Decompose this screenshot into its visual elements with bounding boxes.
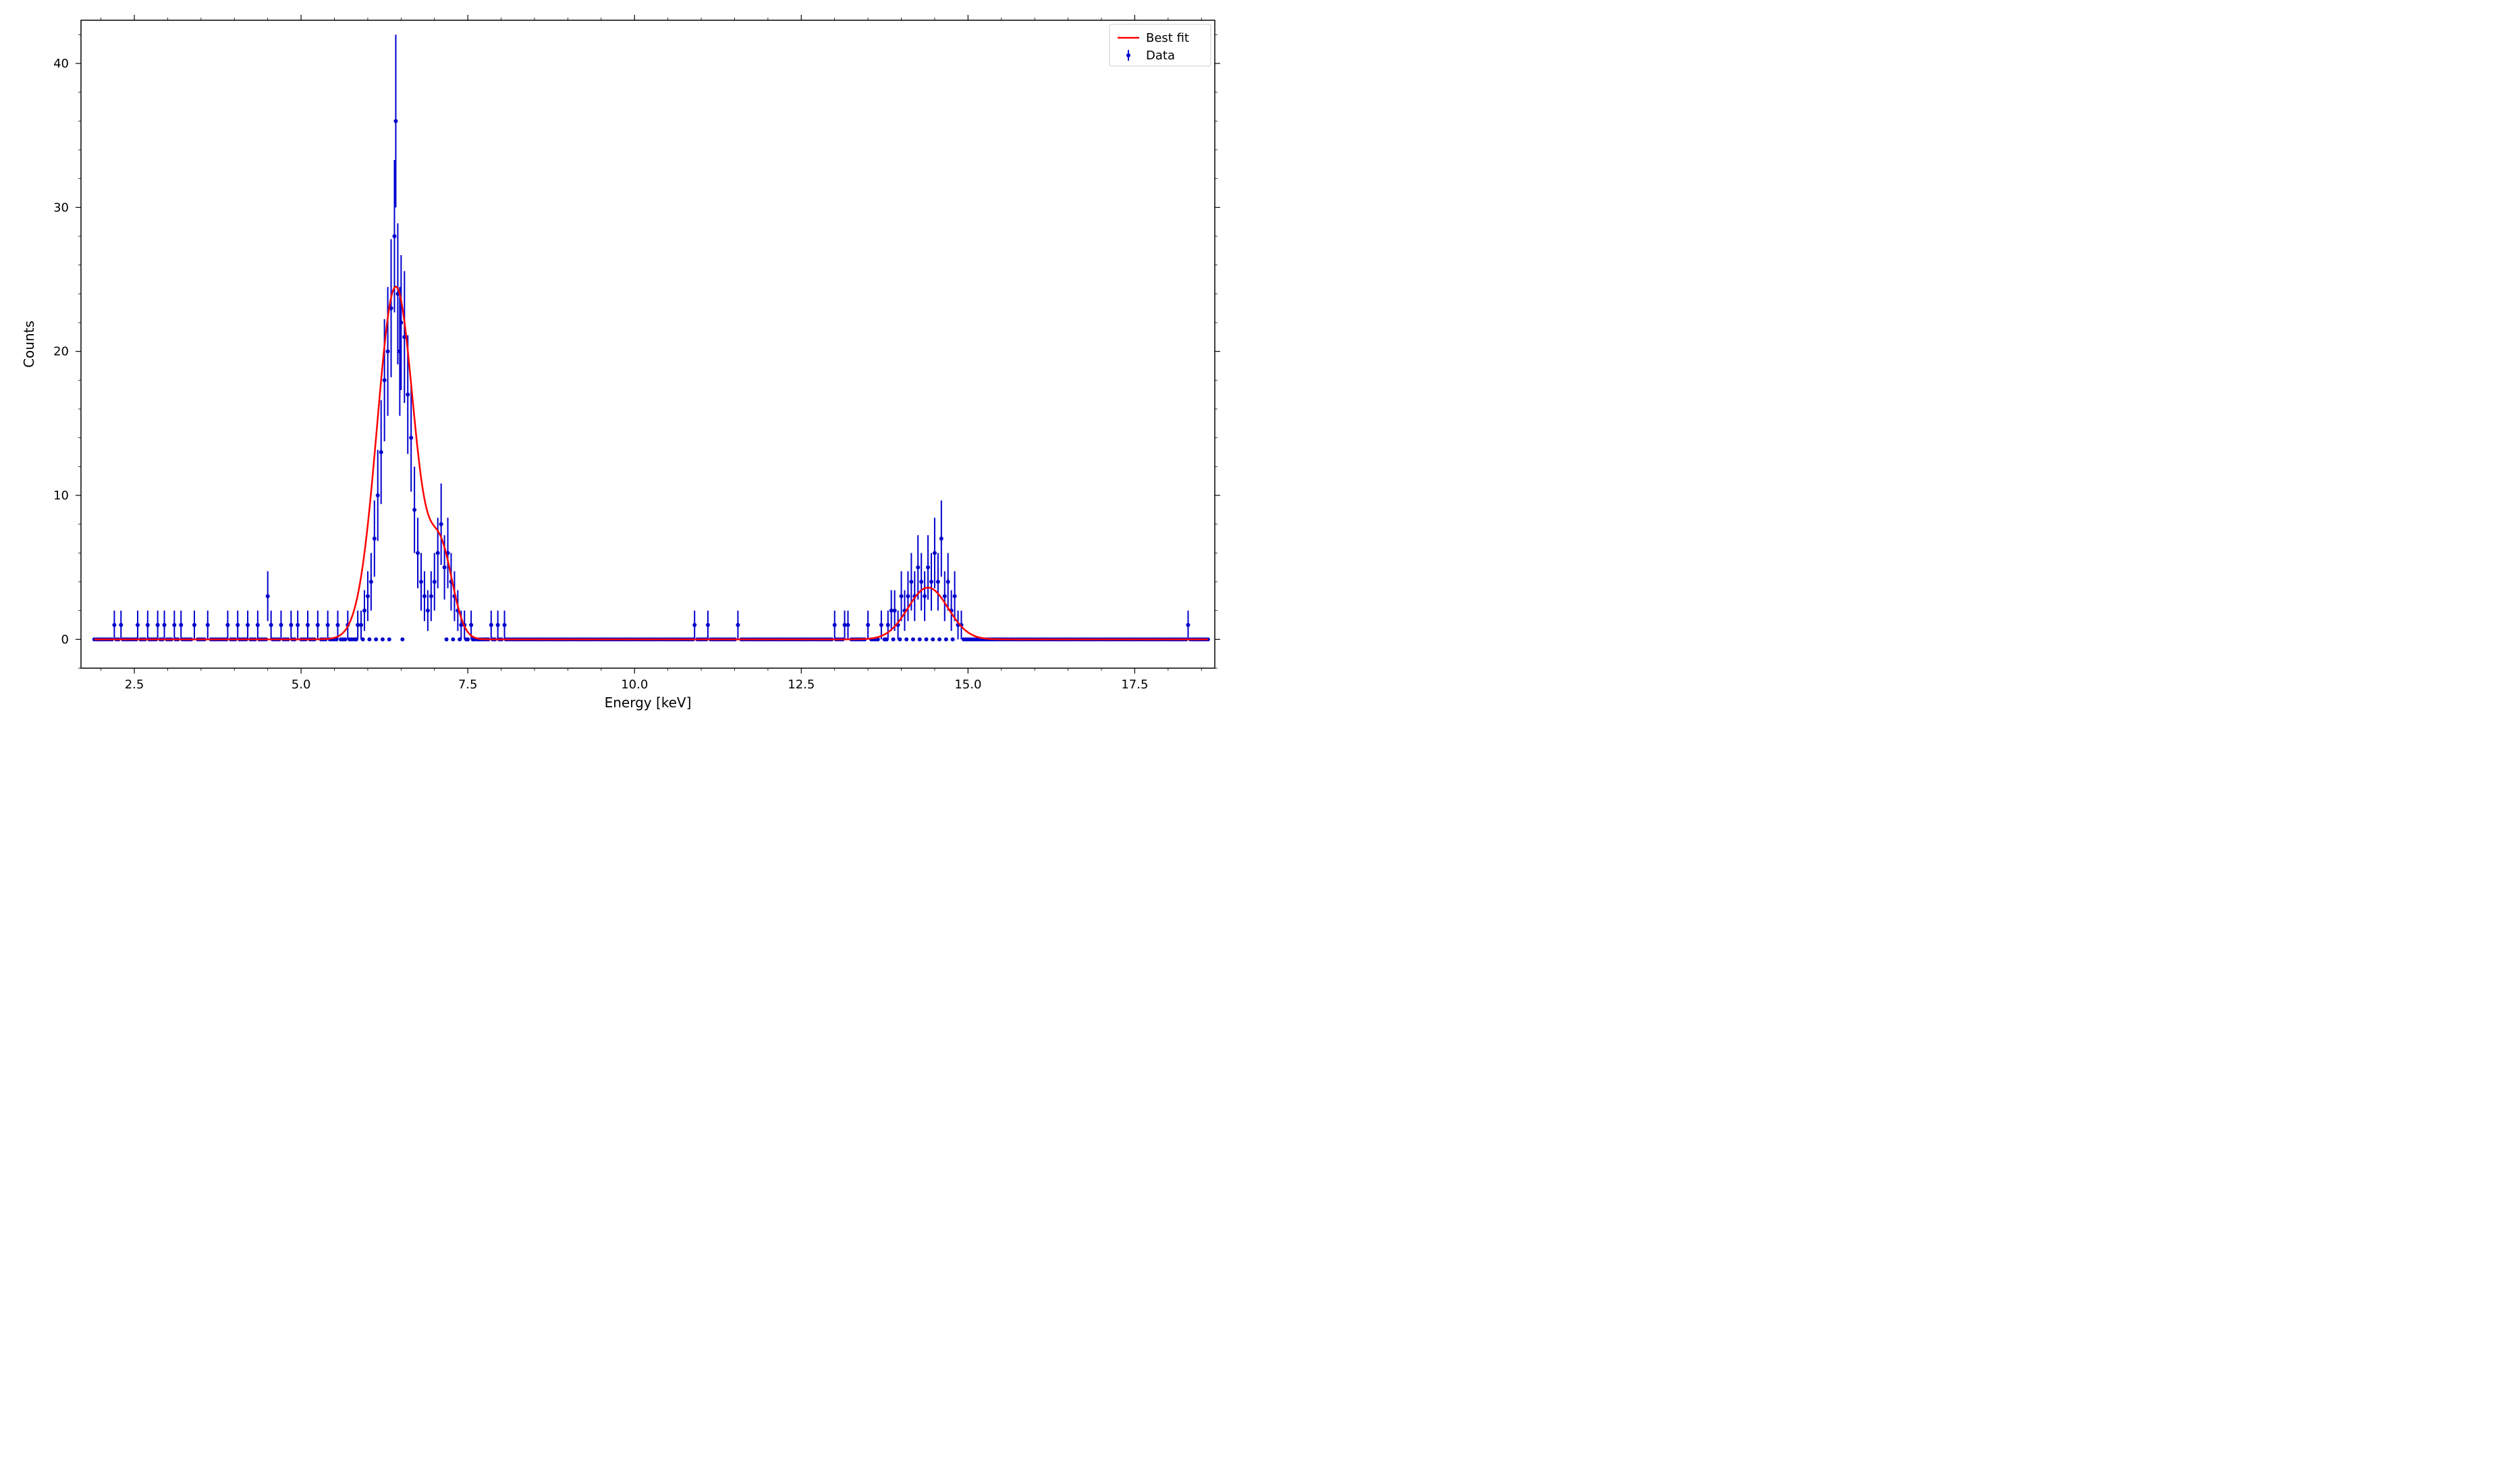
xtick-label: 12.5 (788, 678, 815, 692)
xtick-label: 7.5 (458, 678, 478, 692)
x-axis-label: Energy [keV] (605, 694, 692, 711)
spectrum-chart: 2.5 5.0 7.5 10.0 12.5 15.0 17.5 Energy [keV] 0 10… (0, 0, 1260, 737)
xtick-label: 17.5 (1121, 678, 1148, 692)
xtick-label: 5.0 (292, 678, 311, 692)
ytick-label: 40 (53, 57, 69, 71)
legend-label: Data (1146, 49, 1175, 63)
ytick-label: 0 (61, 632, 69, 647)
ytick-label: 20 (53, 345, 69, 359)
ytick-label: 30 (53, 200, 69, 215)
xtick-label: 2.5 (125, 678, 144, 692)
y-axis-label: Counts (21, 321, 37, 368)
ytick-label: 10 (53, 489, 69, 503)
legend: Best fit Data (1110, 24, 1211, 66)
xtick-label: 15.0 (954, 678, 981, 692)
legend-label: Best fit (1146, 31, 1189, 45)
xtick-label: 10.0 (621, 678, 648, 692)
chart-svg: 2.5 5.0 7.5 10.0 12.5 15.0 17.5 Energy [keV] 0 10… (0, 0, 1260, 737)
